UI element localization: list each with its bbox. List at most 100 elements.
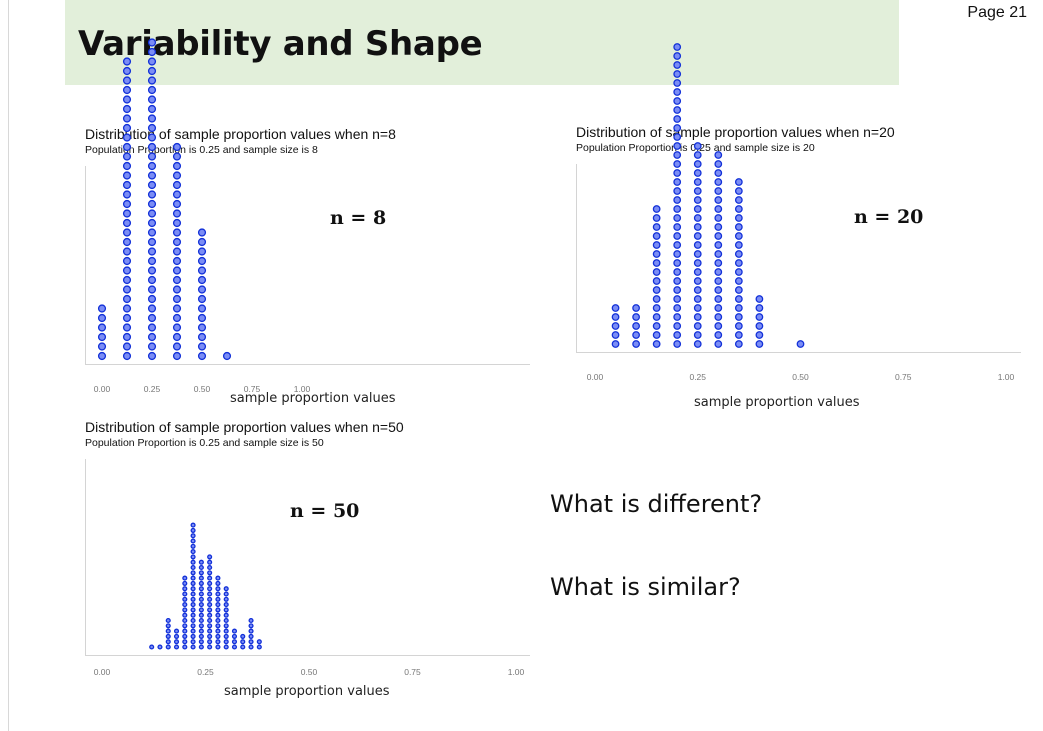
data-dot	[190, 533, 196, 539]
data-dot	[147, 171, 157, 180]
data-dot	[673, 115, 682, 123]
data-dot	[693, 151, 702, 159]
data-dot	[198, 559, 204, 565]
data-dot	[198, 575, 204, 581]
data-dot	[147, 38, 157, 47]
data-dot	[147, 76, 157, 85]
slide-title: Variability and Shape	[78, 24, 483, 64]
data-dot	[190, 543, 196, 549]
x-tick-label: 0.75	[404, 667, 421, 677]
page-number: Page 21	[967, 4, 1027, 21]
data-dot	[693, 313, 702, 321]
data-dot	[222, 351, 232, 361]
data-dot	[198, 612, 204, 618]
data-dot	[693, 331, 702, 339]
data-dot	[223, 591, 229, 597]
data-dot	[714, 277, 723, 285]
data-dot	[223, 639, 229, 645]
data-dot	[207, 596, 213, 602]
data-dot	[673, 187, 682, 195]
data-dot	[172, 142, 182, 152]
data-dot	[122, 266, 132, 275]
data-dot	[198, 586, 204, 592]
data-dot	[673, 286, 682, 294]
data-dot	[198, 644, 204, 650]
data-dot	[755, 304, 764, 312]
data-dot	[182, 580, 188, 586]
data-dot	[673, 61, 682, 69]
data-dot	[734, 250, 743, 258]
data-dot	[122, 161, 132, 171]
data-dot	[198, 602, 204, 608]
data-dot	[165, 644, 171, 650]
data-dot	[256, 639, 262, 645]
data-dot	[714, 268, 723, 276]
data-dot	[165, 623, 171, 629]
data-dot	[755, 322, 764, 330]
data-dot	[207, 586, 213, 592]
data-dot	[207, 639, 213, 645]
question-different: What is different?	[550, 490, 763, 518]
data-dot	[215, 586, 221, 592]
data-dot	[122, 104, 132, 114]
data-dot	[122, 123, 132, 133]
data-dot	[714, 187, 723, 195]
data-dot	[223, 633, 229, 639]
data-dot	[97, 304, 107, 313]
data-dot	[122, 142, 132, 152]
data-dot	[172, 275, 182, 285]
data-dot	[693, 205, 702, 213]
data-dot	[147, 294, 157, 304]
data-dot	[223, 602, 229, 608]
data-dot	[207, 633, 213, 639]
data-dot	[182, 602, 188, 608]
data-dot	[714, 169, 723, 177]
data-dot	[172, 190, 182, 199]
data-dot	[693, 178, 702, 186]
data-dot	[693, 223, 702, 231]
data-dot	[652, 304, 661, 312]
data-dot	[207, 570, 213, 576]
data-dot	[632, 304, 640, 312]
data-dot	[190, 564, 196, 571]
data-dot	[673, 133, 682, 141]
data-dot	[190, 644, 196, 650]
data-dot	[693, 142, 702, 150]
data-dot	[734, 313, 743, 321]
data-dot	[122, 237, 132, 247]
data-dot	[190, 633, 196, 639]
data-dot	[215, 644, 221, 650]
data-dot	[182, 586, 188, 592]
data-dot	[755, 340, 764, 348]
data-dot	[122, 171, 132, 180]
data-dot	[147, 152, 157, 161]
data-dot	[673, 340, 682, 348]
data-dot	[693, 295, 702, 303]
data-dot	[673, 313, 682, 321]
data-dot	[734, 178, 743, 186]
data-dot	[673, 205, 682, 213]
data-dot	[122, 294, 132, 304]
data-dot	[652, 241, 661, 249]
data-dot	[632, 340, 640, 348]
data-dot	[673, 304, 682, 312]
left-edge-rule	[8, 0, 9, 731]
question-similar: What is similar?	[550, 573, 741, 601]
data-dot	[611, 313, 620, 321]
data-dot	[714, 232, 723, 240]
data-dot	[147, 190, 157, 199]
data-dot	[714, 196, 723, 204]
data-dot	[714, 205, 723, 213]
data-dot	[190, 602, 196, 608]
data-dot	[182, 639, 188, 645]
data-dot	[755, 295, 764, 303]
data-dot	[97, 332, 107, 342]
chart-subtitle: Population Proportion is 0.25 and sample…	[85, 144, 318, 156]
data-dot	[147, 304, 157, 313]
data-dot	[147, 66, 157, 76]
data-dot	[198, 623, 204, 629]
data-dot	[215, 575, 221, 581]
data-dot	[182, 612, 188, 618]
x-tick-label: 0.00	[587, 372, 604, 382]
data-dot	[714, 223, 723, 231]
